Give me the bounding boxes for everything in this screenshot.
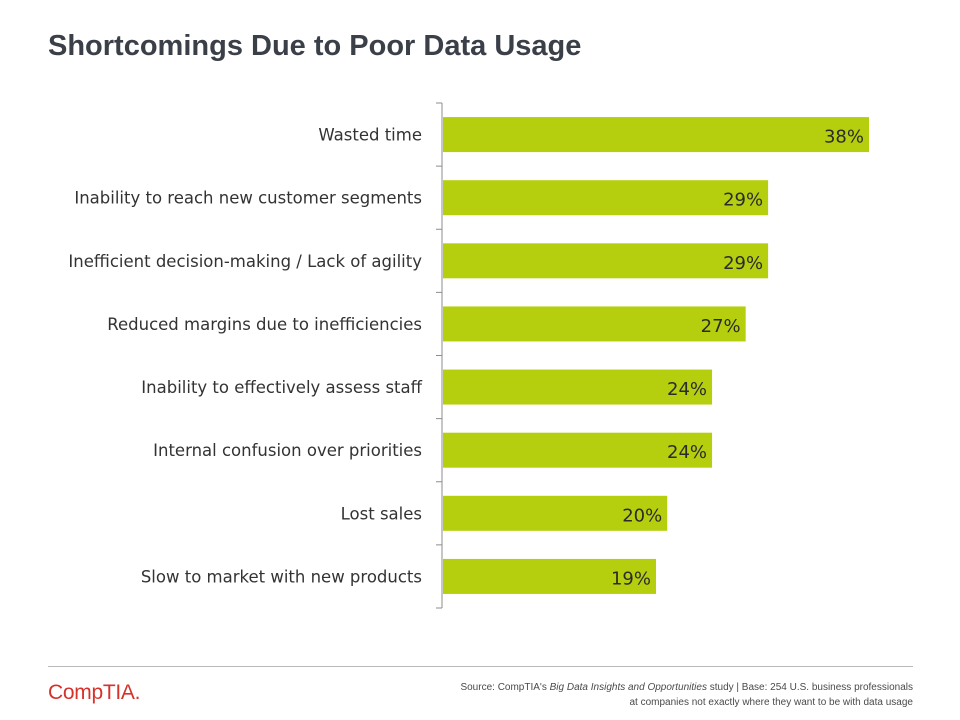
source-line-2: at companies not exactly where they want… (629, 697, 913, 708)
category-label: Slow to market with new products (141, 567, 422, 586)
bar (443, 432, 713, 468)
source-note: Source: CompTIA's Big Data Insights and … (460, 680, 913, 710)
bar (443, 243, 769, 279)
category-label: Inability to effectively assess staff (141, 378, 422, 397)
category-label: Internal confusion over priorities (153, 441, 422, 460)
bar-chart: Wasted time 38% Inability to reach new cus… (68, 102, 869, 609)
value-label: 24% (667, 379, 707, 400)
category-label: Inefficient decision-making / Lack of ag… (68, 252, 422, 271)
source-suffix: study | Base: 254 U.S. business professi… (706, 682, 913, 693)
value-label: 27% (701, 316, 741, 337)
footer-divider (48, 666, 913, 667)
source-study-title: Big Data Insights and Opportunities (549, 682, 707, 693)
category-label: Lost sales (341, 504, 422, 523)
value-label: 29% (723, 253, 763, 274)
category-label: Reduced margins due to inefficiencies (107, 315, 422, 334)
category-label: Inability to reach new customer segments (74, 189, 422, 208)
value-label: 29% (723, 190, 763, 211)
bar (443, 306, 746, 342)
page-title: Shortcomings Due to Poor Data Usage (48, 30, 582, 62)
source-prefix: Source: CompTIA's (460, 682, 550, 693)
category-label: Wasted time (318, 126, 422, 145)
source-line-1: Source: CompTIA's Big Data Insights and … (460, 680, 913, 695)
bar (443, 180, 769, 216)
value-label: 20% (622, 505, 662, 526)
value-label: 19% (611, 568, 651, 589)
value-label: 38% (824, 127, 864, 148)
bar (443, 558, 656, 594)
bar (443, 369, 713, 405)
comptia-logo: CompTIA. (48, 681, 141, 704)
value-label: 24% (667, 442, 707, 463)
bar (443, 117, 869, 153)
bar (443, 495, 668, 531)
